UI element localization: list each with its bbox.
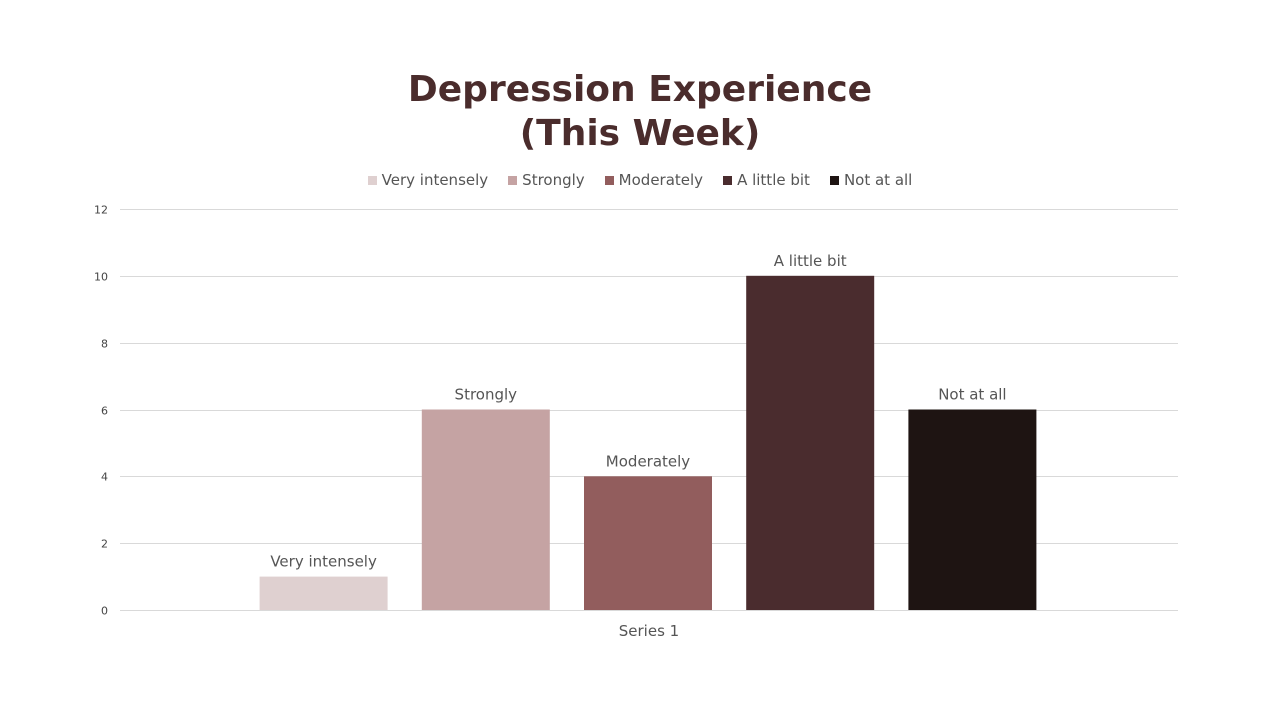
- legend-item-strongly[interactable]: Strongly: [508, 171, 585, 189]
- legend-swatch-a-little-bit: [723, 175, 733, 185]
- legend-label-moderately: Moderately: [618, 171, 704, 189]
- y-axis-tick-labels: 0 2 4 6 8 10 12: [94, 204, 108, 618]
- legend-label-a-little-bit: A little bit: [737, 171, 810, 189]
- data-labels: Very intensely Strongly Moderately A little…: [270, 252, 1006, 571]
- y-tick-label-8: 8: [101, 338, 108, 351]
- data-label-very-intensely: Very intensely: [270, 553, 377, 571]
- chart-title-line-1: Depression Experience: [407, 69, 873, 110]
- bar-not-at-all[interactable]: [908, 409, 1037, 611]
- legend-swatch-very-intensely: [367, 175, 377, 185]
- y-tick-label-12: 12: [94, 204, 108, 217]
- data-label-a-little-bit: A little bit: [774, 252, 847, 270]
- data-label-moderately: Moderately: [606, 452, 691, 470]
- legend-item-very-intensely[interactable]: Very intensely: [367, 171, 489, 189]
- data-label-not-at-all: Not at all: [938, 386, 1006, 404]
- legend-label-strongly: Strongly: [522, 171, 585, 189]
- legend-label-not-at-all: Not at all: [843, 171, 913, 189]
- bar-a-little-bit[interactable]: [746, 275, 875, 610]
- y-tick-label-0: 0: [101, 605, 108, 618]
- y-tick-label-6: 6: [101, 405, 108, 418]
- bar-very-intensely[interactable]: [259, 576, 388, 610]
- legend-label-very-intensely: Very intensely: [381, 171, 489, 189]
- data-label-strongly: Strongly: [455, 386, 518, 404]
- y-tick-label-4: 4: [101, 471, 108, 484]
- legend-swatch-moderately: [604, 175, 614, 185]
- legend-swatch-not-at-all: [829, 175, 839, 185]
- legend-item-moderately[interactable]: Moderately: [604, 171, 704, 189]
- x-category-label-series-1: Series 1: [619, 622, 679, 640]
- chart-title: Depression Experience (This Week): [0, 68, 1280, 156]
- legend-item-a-little-bit[interactable]: A little bit: [723, 171, 810, 189]
- y-tick-label-2: 2: [101, 538, 108, 551]
- y-tick-label-10: 10: [94, 271, 108, 284]
- x-axis-category-labels: Series 1: [619, 622, 679, 640]
- legend-swatch-strongly: [508, 175, 518, 185]
- chart-title-line-2: (This Week): [519, 113, 761, 154]
- legend-item-not-at-all[interactable]: Not at all: [829, 171, 913, 189]
- bar-moderately[interactable]: [584, 476, 712, 610]
- bars: [259, 275, 1037, 611]
- bar-strongly[interactable]: [421, 409, 550, 611]
- chart-legend: Very intensely Strongly Moderately A lit…: [0, 170, 1280, 190]
